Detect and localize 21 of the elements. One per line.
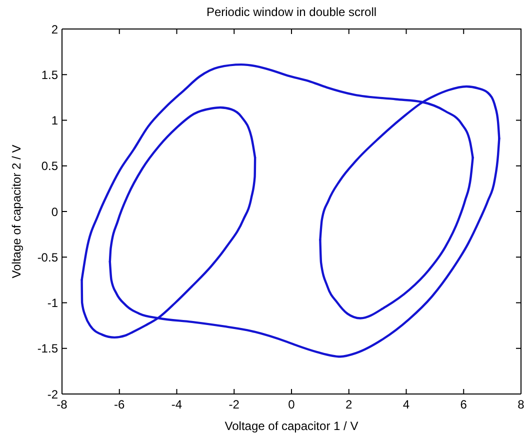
y-tick-label: -0.5 [37, 250, 58, 264]
x-tick-label: 0 [288, 398, 296, 412]
x-tick-label: -6 [114, 398, 126, 412]
y-tick-label: 1 [51, 114, 58, 128]
y-tick-label: -2 [47, 387, 58, 402]
y-axis-title: Voltage of capacitor 2 / V [9, 144, 24, 278]
y-tick-label: 0.5 [41, 159, 58, 174]
y-tick-label: -1.5 [37, 342, 58, 356]
x-tick-label: 8 [518, 398, 525, 412]
x-tick-label: 6 [460, 398, 468, 412]
x-tick-label: -4 [171, 398, 182, 412]
x-axis-title: Voltage of capacitor 1 / V [224, 419, 358, 433]
x-tick-label: -8 [56, 398, 68, 412]
y-tick-label: 0 [51, 204, 58, 219]
x-tick-label: -2 [228, 398, 240, 412]
x-tick-label: 4 [402, 398, 410, 412]
y-tick-label: 1.5 [41, 68, 58, 82]
chart-title: Periodic window in double scroll [205, 5, 378, 19]
x-tick-label: 2 [346, 398, 353, 412]
y-tick-label: -1 [47, 296, 58, 310]
y-tick-label: 2 [51, 22, 58, 36]
